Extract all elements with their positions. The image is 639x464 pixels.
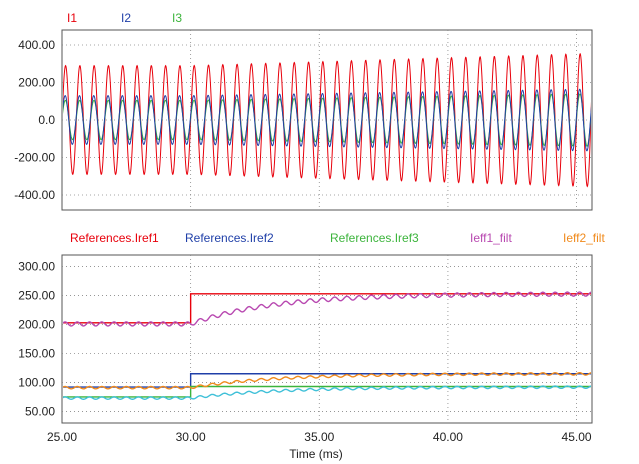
plot-frame bbox=[61, 254, 593, 424]
y-tick-label: 300.00 bbox=[18, 260, 55, 274]
y-tick-label: 0.0 bbox=[38, 113, 55, 127]
legend-entry: I2 bbox=[121, 11, 131, 25]
y-tick-label: -200.00 bbox=[14, 151, 55, 165]
y-tick-label: 150.00 bbox=[18, 346, 55, 360]
y-tick-label: 100.00 bbox=[18, 375, 55, 389]
legend-entry: Ieff2_filt bbox=[563, 231, 605, 245]
x-tick-label: 40.00 bbox=[433, 430, 463, 444]
top-chart-axes: 400.00 200.00 0.0 -200.00 -400.00 bbox=[14, 29, 593, 211]
legend-entry: References.Iref2 bbox=[185, 231, 274, 245]
bottom-chart-plot bbox=[63, 291, 591, 400]
bottom-chart-axes: 300.00 250.00 200.00 150.00 100.00 50.00 25.00… bbox=[18, 254, 593, 444]
x-tick-label: 45.00 bbox=[562, 430, 592, 444]
x-axis-label: Time (ms) bbox=[289, 447, 343, 461]
legend-entry: Ieff1_filt bbox=[470, 231, 512, 245]
legend-entry: References.Iref3 bbox=[330, 231, 419, 245]
x-tick-label: 25.00 bbox=[47, 430, 77, 444]
series-line-ieff1-filt bbox=[63, 291, 591, 327]
legend-entry: References.Iref1 bbox=[70, 231, 159, 245]
y-tick-label: 250.00 bbox=[18, 289, 55, 303]
bottom-chart-legend: References.Iref1 References.Iref2 Referenc… bbox=[70, 231, 605, 245]
legend-entry: I1 bbox=[67, 11, 77, 25]
top-chart-plot bbox=[63, 52, 591, 188]
series-line-i2 bbox=[63, 88, 591, 152]
y-tick-label: 50.00 bbox=[25, 404, 55, 418]
y-tick-label: 200.00 bbox=[18, 76, 55, 90]
legend-entry: I3 bbox=[172, 11, 182, 25]
series-line-cyan bbox=[63, 385, 591, 400]
x-tick-label: 30.00 bbox=[176, 430, 206, 444]
top-chart-legend: I1 I2 I3 bbox=[67, 11, 182, 25]
y-tick-label: 200.00 bbox=[18, 318, 55, 332]
y-tick-label: -400.00 bbox=[14, 188, 55, 202]
series-line-ieff2-filt bbox=[63, 372, 591, 390]
y-tick-label: 400.00 bbox=[18, 38, 55, 52]
series-line-references-iref1 bbox=[63, 293, 591, 324]
x-tick-label: 35.00 bbox=[304, 430, 334, 444]
